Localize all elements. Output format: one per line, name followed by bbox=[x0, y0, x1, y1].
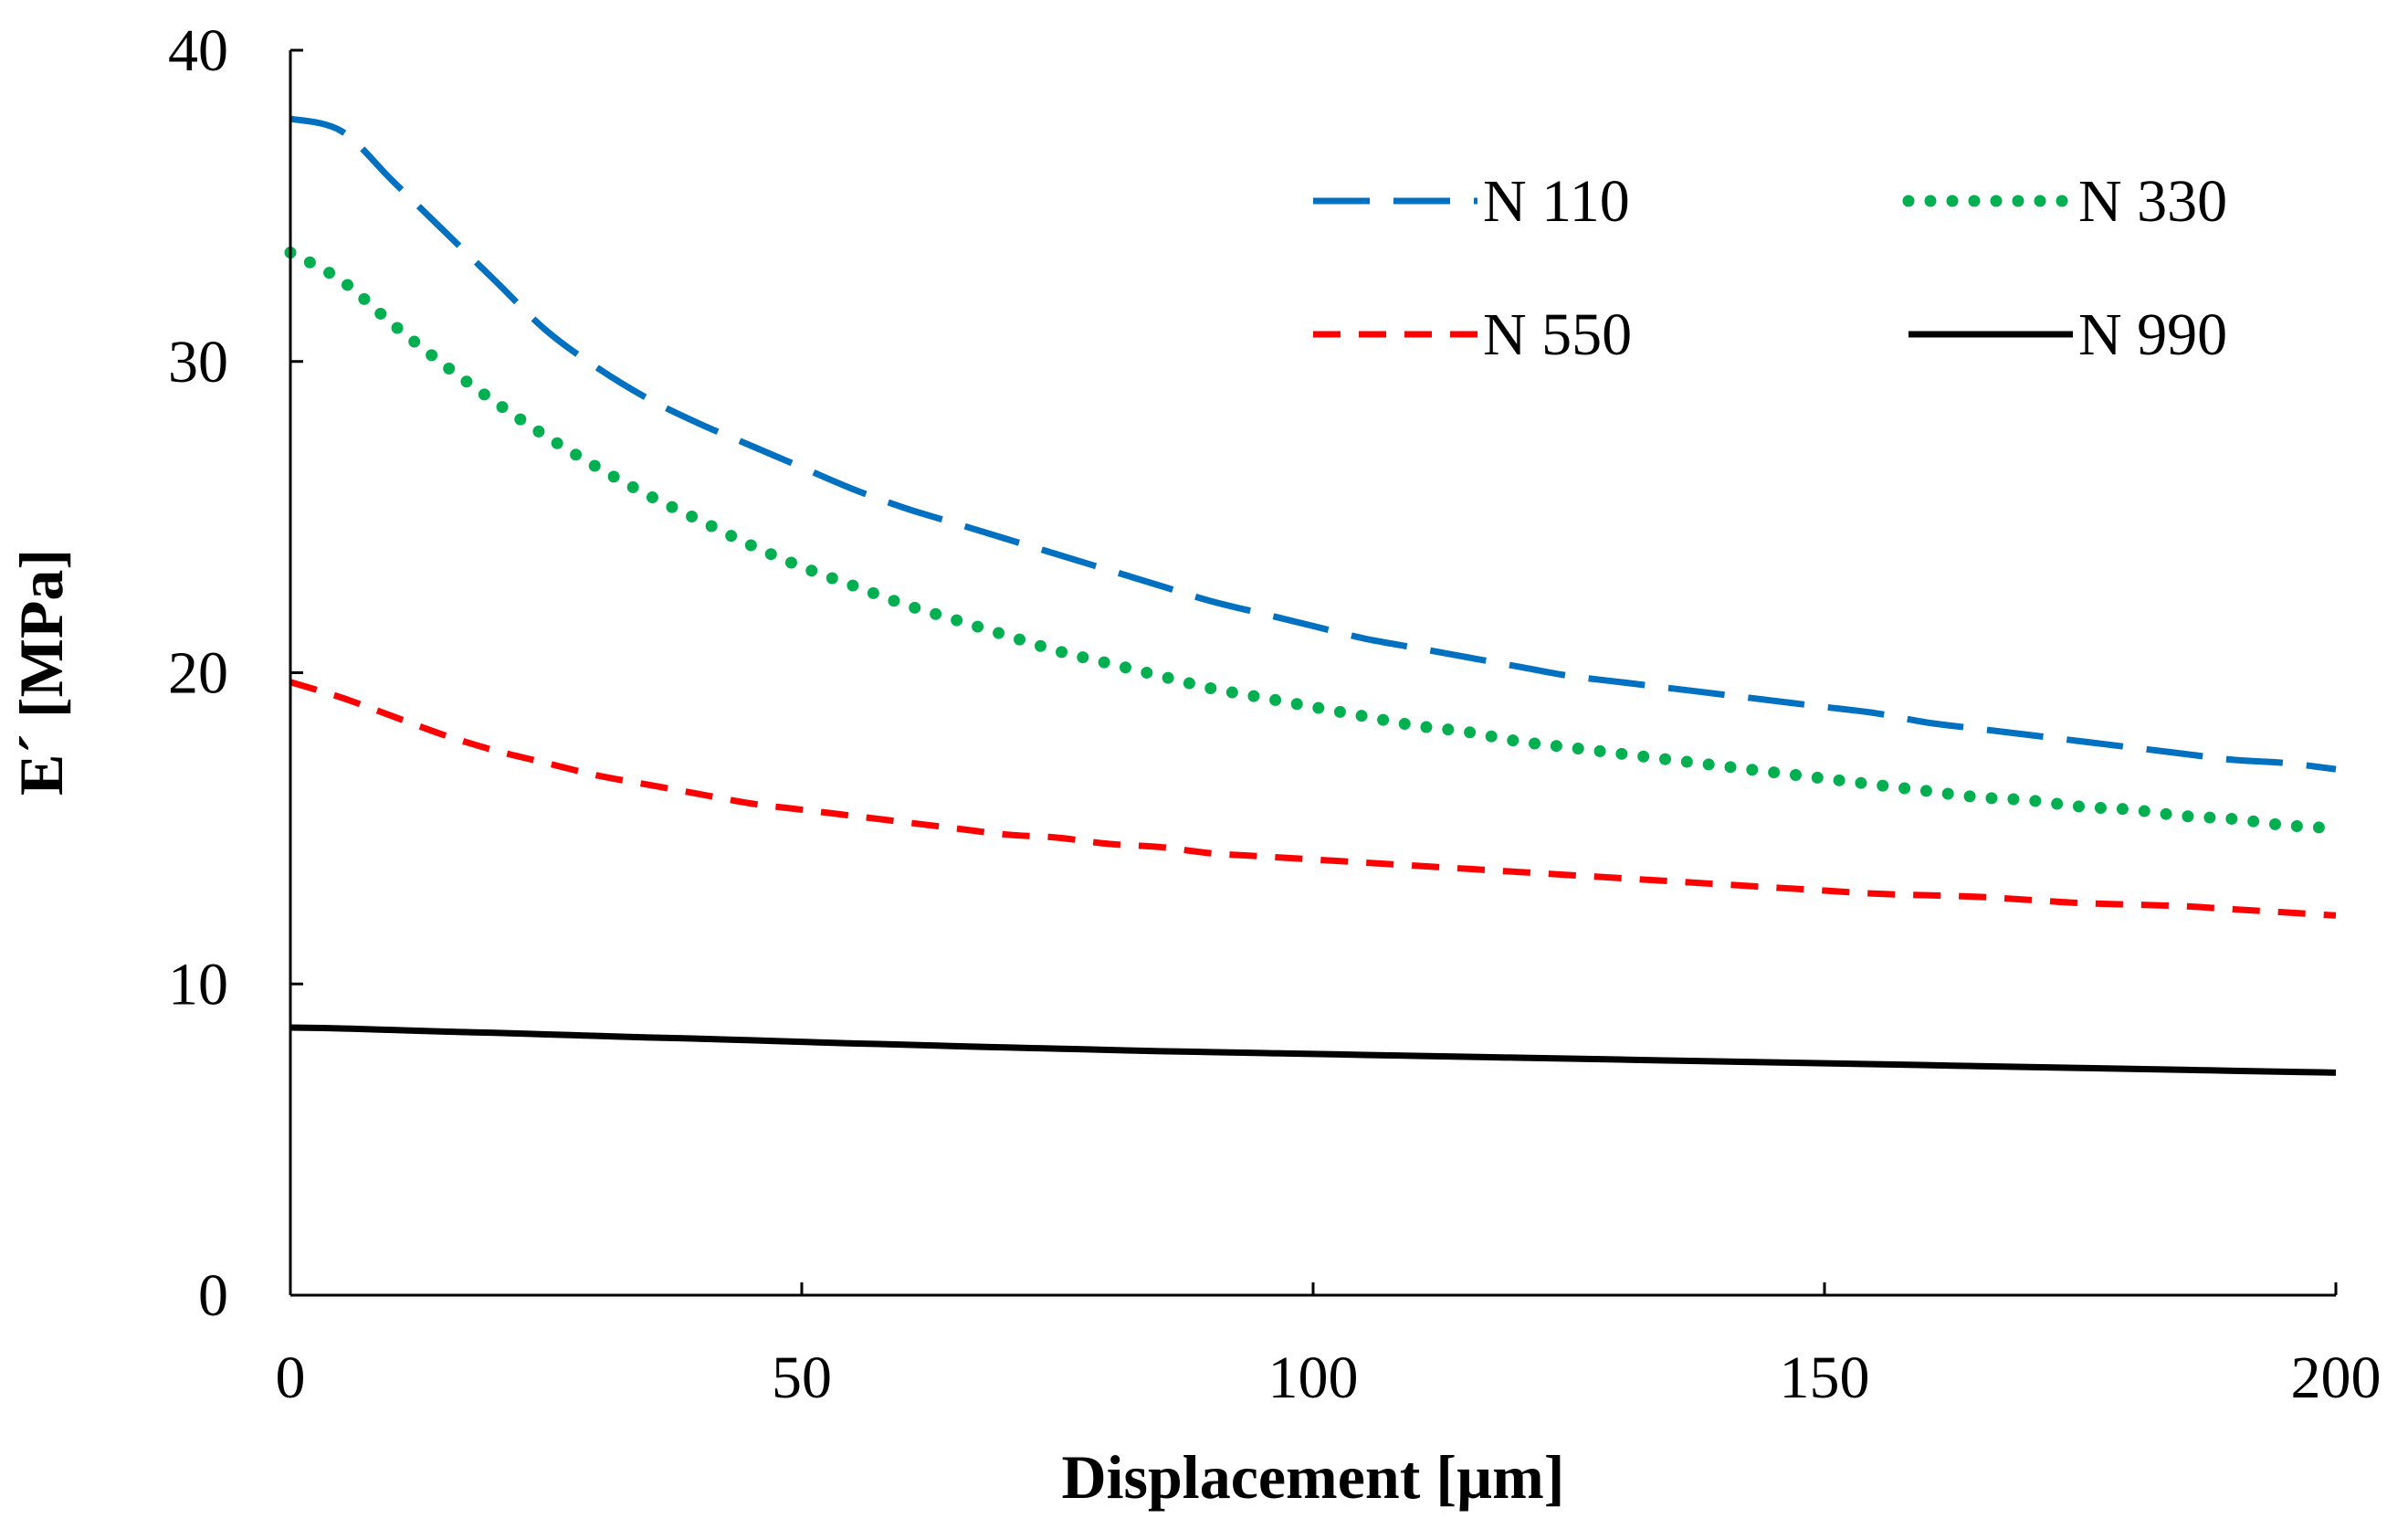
x-tick-label: 50 bbox=[772, 1344, 832, 1411]
series-line-n-110 bbox=[289, 115, 2337, 773]
legend-label-n-330: N 330 bbox=[2078, 168, 2227, 235]
plot-lines bbox=[284, 115, 2342, 1076]
x-axis-ticks: 0 50 100 150 200 bbox=[276, 1282, 2382, 1411]
legend-label-n-990: N 990 bbox=[2078, 301, 2227, 368]
y-tick-label: 0 bbox=[198, 1262, 228, 1329]
x-tick-label: 200 bbox=[2291, 1344, 2382, 1411]
x-tick-label: 150 bbox=[1780, 1344, 1870, 1411]
x-tick-label: 0 bbox=[276, 1344, 306, 1411]
series-line-n-550 bbox=[289, 679, 2337, 919]
legend-label-n-550: N 550 bbox=[1483, 301, 1632, 368]
y-tick-label: 20 bbox=[168, 640, 228, 707]
y-tick-label: 10 bbox=[168, 951, 228, 1018]
series-line-n-990 bbox=[289, 1024, 2337, 1076]
legend: N 110 N 330 N 550 N 990 bbox=[1313, 168, 2227, 368]
y-axis-ticks: 0 10 20 30 40 bbox=[168, 17, 303, 1329]
legend-label-n-110: N 110 bbox=[1483, 168, 1630, 235]
y-axis-title: E´ [MPa] bbox=[6, 549, 76, 796]
series-line-n-330 bbox=[284, 246, 2342, 835]
y-tick-label: 40 bbox=[168, 17, 228, 84]
y-tick-label: 30 bbox=[168, 329, 228, 395]
x-tick-label: 100 bbox=[1268, 1344, 1359, 1411]
x-axis-title: Displacement [µm] bbox=[1062, 1442, 1565, 1512]
